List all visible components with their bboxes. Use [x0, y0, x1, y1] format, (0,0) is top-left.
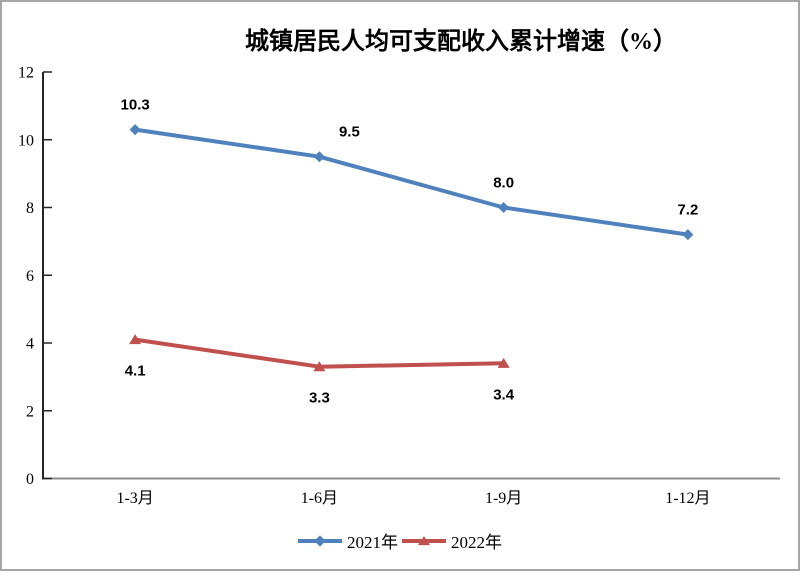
legend-label-2021: 2021年	[347, 533, 398, 552]
diamond-marker	[313, 151, 325, 163]
diamond-marker	[682, 229, 694, 241]
data-label: 4.1	[125, 363, 146, 380]
x-axis-category-label: 1-12月	[665, 490, 710, 507]
series-line-0	[133, 127, 690, 237]
legend: 2021年 2022年	[2, 528, 798, 553]
data-label: 3.4	[493, 386, 515, 403]
legend-item-2022: 2022年	[402, 528, 502, 553]
x-axis-category-label: 1-6月	[301, 490, 338, 507]
data-label: 9.5	[339, 124, 360, 141]
x-axis-category-label: 1-3月	[116, 490, 153, 507]
data-label: 8.0	[493, 175, 514, 192]
y-axis-tick-label: 8	[26, 200, 34, 217]
y-axis-tick-label: 0	[26, 471, 34, 488]
triangle-icon	[418, 535, 430, 545]
x-axis-category-label: 1-9月	[485, 490, 522, 507]
diamond-icon	[314, 534, 326, 547]
triangle-marker	[129, 334, 142, 345]
y-axis-tick-label: 10	[18, 132, 34, 149]
y-axis-tick-label: 6	[26, 268, 34, 285]
legend-line-2022	[402, 535, 446, 545]
triangle-marker	[497, 357, 510, 368]
data-label: 7.2	[677, 202, 698, 219]
diamond-marker	[498, 202, 510, 213]
y-axis-tick-label: 4	[26, 336, 34, 353]
triangle-marker	[313, 361, 326, 372]
y-axis-tick-label: 2	[26, 403, 34, 420]
legend-line-2021	[298, 534, 342, 547]
diamond-marker	[129, 124, 141, 136]
legend-label-2022: 2022年	[451, 533, 502, 552]
legend-item-2021: 2021年	[298, 528, 398, 553]
y-axis-tick-label: 12	[18, 65, 34, 82]
data-label: 3.3	[309, 390, 330, 407]
data-label: 10.3	[121, 97, 150, 114]
chart-title: 城镇居民人均可支配收入累计增速（%）	[245, 29, 677, 55]
